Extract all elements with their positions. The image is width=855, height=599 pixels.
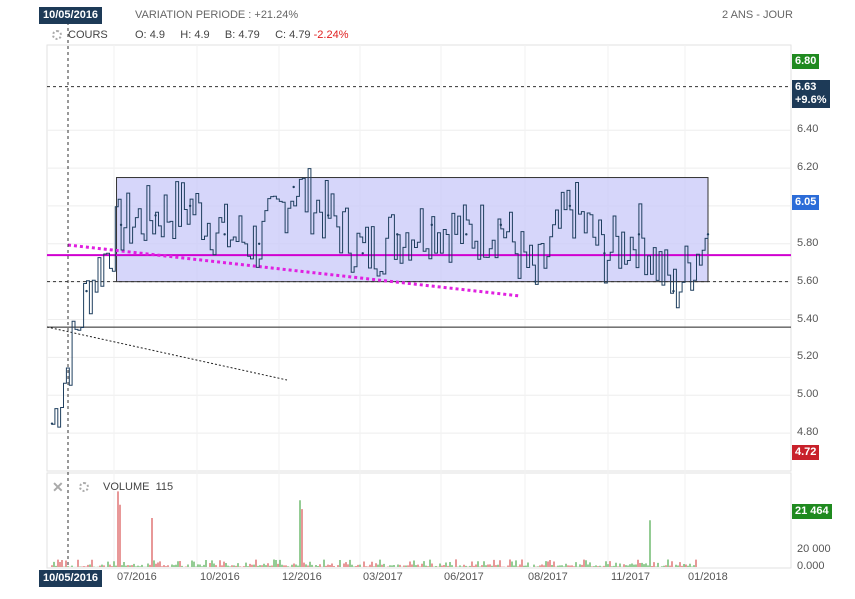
price-point (568, 204, 572, 208)
price-panel-frame (46, 44, 792, 472)
target-price-tag: 6.63 +9.6% (792, 80, 830, 108)
period-label[interactable]: 2 ANS - JOUR (722, 9, 793, 21)
y-tick-label: 5.60 (797, 274, 819, 287)
price-point (85, 289, 88, 293)
range-box (116, 177, 709, 283)
x-tick-label: 08/2017 (528, 571, 568, 583)
price-point (257, 242, 261, 245)
close-icon[interactable]: ✕ (52, 479, 64, 495)
price-point (499, 223, 503, 227)
price-point (119, 223, 123, 227)
low-price-tag: 4.72 (792, 445, 820, 460)
x-tick-label: 10/2016 (200, 571, 240, 583)
y-tick-label: 5.20 (797, 350, 819, 363)
price-point (603, 252, 606, 255)
volume-panel-frame (46, 472, 792, 569)
y-tick-label: 4.80 (797, 426, 819, 439)
y-tick-label: 6.40 (797, 123, 819, 136)
price-point (465, 233, 468, 236)
grid (47, 45, 791, 568)
header-date: 10/05/2016 (39, 7, 103, 24)
price-panel-title: COURS (68, 29, 108, 41)
price-point (637, 233, 641, 236)
price-point (327, 214, 330, 217)
price-point (50, 422, 54, 425)
price-point (672, 289, 675, 293)
gear-icon[interactable] (52, 30, 62, 40)
black-trendline (46, 326, 288, 381)
price-point (706, 233, 710, 236)
price-point (188, 204, 192, 208)
x-axis-date-tag: 10/05/2016 (39, 570, 103, 587)
price-point (534, 280, 537, 283)
price-point (292, 185, 295, 189)
price-point (430, 223, 433, 227)
volume-bars (51, 491, 697, 567)
y-tick-label: 5.40 (797, 312, 819, 325)
variation-label: VARIATION PERIODE : +21.24% (135, 9, 299, 21)
x-tick-label: 01/2018 (688, 571, 728, 583)
x-tick-label: 03/2017 (363, 571, 403, 583)
high-price-tag: 6.80 (792, 54, 820, 69)
last-price-tag: 6.05 (792, 195, 820, 210)
price-point (223, 233, 226, 236)
volume-max-tag: 21 464 (792, 504, 832, 519)
price-series-line (52, 168, 709, 428)
volume-panel-title: VOLUME 115 (103, 481, 174, 493)
gear-icon[interactable] (79, 482, 89, 492)
y-tick-label: 5.80 (797, 236, 819, 249)
volume-tick-0: 0.000 (797, 560, 825, 572)
price-point (396, 233, 399, 236)
y-tick-label: 6.20 (797, 161, 819, 174)
x-tick-label: 06/2017 (444, 571, 484, 583)
y-tick-label: 5.00 (797, 388, 819, 401)
ohlc-readout: O: 4.9 H: 4.9 B: 4.79 C: 4.79 -2.24% (135, 29, 349, 41)
volume-tick-20000: 20 000 (797, 543, 831, 555)
magenta-trendline (67, 243, 521, 298)
change-value: -2.24% (313, 29, 349, 41)
x-tick-label: 12/2016 (282, 571, 322, 583)
price-point (154, 214, 157, 217)
price-marks (50, 185, 710, 425)
price-point (361, 252, 364, 255)
x-tick-label: 07/2016 (117, 571, 157, 583)
x-tick-label: 11/2017 (611, 571, 650, 583)
